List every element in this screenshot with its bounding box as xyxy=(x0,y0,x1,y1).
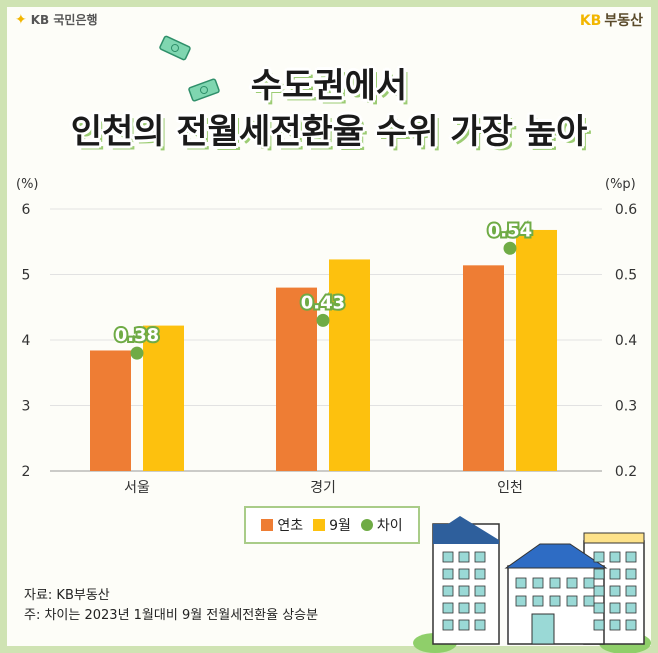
building-window xyxy=(515,595,527,607)
kb-bank-logo: ✦ KB 국민은행 xyxy=(15,11,98,28)
building-window xyxy=(593,551,605,563)
category-label: 서울 xyxy=(124,480,150,496)
left-tick-label: 5 xyxy=(22,268,31,284)
realestate-name: 부동산 xyxy=(604,13,643,29)
building-window xyxy=(566,577,578,589)
diff-data-label: 0.54 xyxy=(488,220,532,241)
diff-data-label: 0.43 xyxy=(301,292,345,313)
kb-bank-text: KB 국민은행 xyxy=(30,13,98,27)
building-window xyxy=(609,602,621,614)
money-bill-icon xyxy=(159,35,191,61)
building-window xyxy=(458,585,470,597)
right-tick-label: 0.2 xyxy=(615,464,637,480)
legend-item-diff: 차이 xyxy=(360,515,403,535)
building-window xyxy=(609,585,621,597)
legend-dot-diff xyxy=(360,519,373,531)
bar-start xyxy=(90,350,131,471)
building-window xyxy=(593,602,605,614)
building-window xyxy=(458,619,470,631)
building-window xyxy=(625,568,637,580)
building-window xyxy=(442,602,454,614)
right-tick-label: 0.4 xyxy=(615,333,637,349)
right-tick-label: 0.5 xyxy=(615,268,637,284)
footnote-line: 주: 차이는 2023년 1월대비 9월 전월세전환율 상승분 xyxy=(24,608,319,623)
building-window xyxy=(442,619,454,631)
building-window xyxy=(593,585,605,597)
building-window xyxy=(474,551,486,563)
left-tick-label: 4 xyxy=(22,333,31,349)
building-window xyxy=(474,585,486,597)
bar-start xyxy=(463,265,504,471)
legend-swatch-start xyxy=(261,519,274,531)
building-window xyxy=(625,551,637,563)
category-label: 경기 xyxy=(310,480,336,496)
building-window xyxy=(583,577,595,589)
building-window xyxy=(442,568,454,580)
building-window xyxy=(442,551,454,563)
legend-item-sep: 9월 xyxy=(313,515,351,535)
building-window xyxy=(474,619,486,631)
building-window xyxy=(515,577,527,589)
building-window xyxy=(458,551,470,563)
source-line: 자료: KB부동산 xyxy=(24,588,110,603)
building-window xyxy=(474,568,486,580)
building-window xyxy=(549,595,561,607)
right-tick-label: 0.6 xyxy=(615,202,637,218)
legend: 연초 9월 차이 xyxy=(244,506,420,544)
diff-point xyxy=(316,313,330,327)
building-window xyxy=(609,619,621,631)
left-axis-unit: (%) xyxy=(16,177,39,192)
building-window xyxy=(442,585,454,597)
bar-sep xyxy=(516,229,557,471)
source-note: 자료: KB부동산 주: 차이는 2023년 1월대비 9월 전월세전환율 상승… xyxy=(24,586,318,626)
building-window xyxy=(583,595,595,607)
building-window xyxy=(532,595,544,607)
money-bill-icon xyxy=(188,78,220,102)
building-window xyxy=(609,568,621,580)
building-window xyxy=(549,577,561,589)
legend-label-diff: 차이 xyxy=(376,518,403,534)
diff-point xyxy=(503,241,517,255)
legend-label-start: 연초 xyxy=(277,518,304,534)
building-window xyxy=(566,595,578,607)
category-label: 인천 xyxy=(497,480,523,496)
building-window xyxy=(532,577,544,589)
left-tick-label: 6 xyxy=(22,202,31,218)
building-window xyxy=(474,602,486,614)
star-icon: ✦ xyxy=(15,11,27,28)
building-window xyxy=(593,568,605,580)
legend-swatch-sep xyxy=(313,519,326,531)
right-tick-label: 0.3 xyxy=(615,399,637,415)
kb-mark: KB xyxy=(579,13,602,29)
left-tick-label: 3 xyxy=(22,399,31,415)
title-line-1: 수도권에서 xyxy=(250,66,408,106)
diff-point xyxy=(130,346,144,360)
title-line-2: 인천의 전월세전환율 수위 가장 높아 xyxy=(70,112,588,152)
building-window xyxy=(458,568,470,580)
right-axis-unit: (%p) xyxy=(605,177,636,192)
diff-data-label: 0.38 xyxy=(115,325,159,346)
kb-realestate-logo: KB 부동산 xyxy=(580,10,643,30)
building-window xyxy=(625,585,637,597)
building-window xyxy=(625,619,637,631)
bar-sep xyxy=(143,325,184,471)
building-windows xyxy=(442,551,637,631)
legend-item-start: 연초 xyxy=(261,515,303,535)
building-window xyxy=(625,602,637,614)
left-tick-label: 2 xyxy=(22,464,31,480)
building-window xyxy=(593,619,605,631)
bar-start xyxy=(276,287,317,471)
bar-sep xyxy=(329,259,370,471)
building-window xyxy=(458,602,470,614)
legend-label-sep: 9월 xyxy=(329,518,351,534)
building-window xyxy=(609,551,621,563)
